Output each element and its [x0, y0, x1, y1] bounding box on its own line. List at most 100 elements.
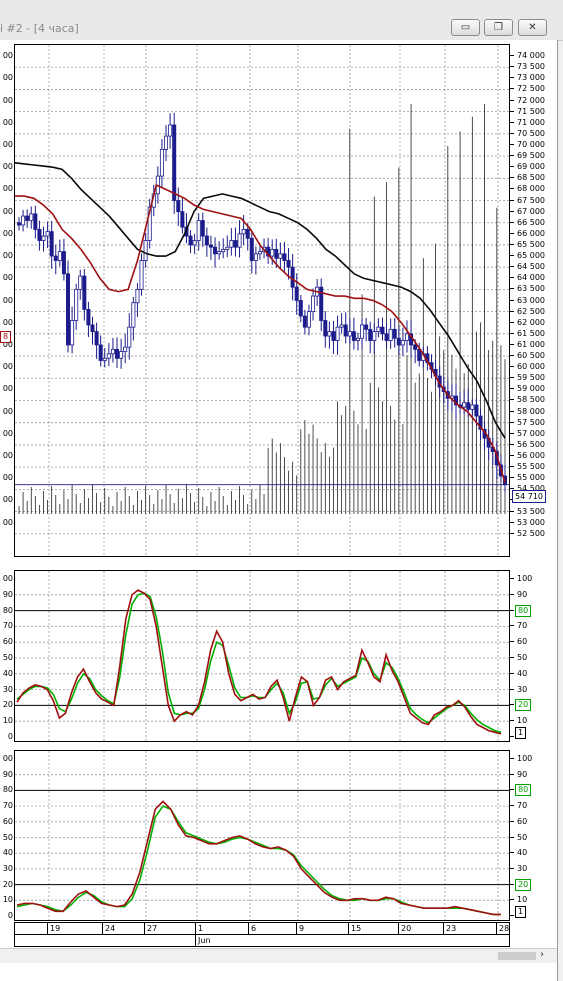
oscillator-left-tick: 70: [2, 801, 13, 811]
price-tick-label: 74 000: [510, 51, 545, 61]
restore-button[interactable]: ❐: [484, 19, 513, 36]
price-tick-label: 69 500: [510, 151, 545, 161]
candle-body: [204, 235, 209, 246]
left-marker-label: 8: [0, 331, 12, 343]
price-tick-label: 62 000: [510, 317, 545, 327]
oscillator-left-tick: 0: [7, 732, 13, 741]
price-tick-label: 58 500: [510, 395, 545, 405]
window-titlebar: i #2 - [4 часа] ▭ ❐ ✕: [0, 0, 563, 41]
slow-ma-line: [15, 162, 506, 439]
candle-body: [323, 320, 328, 337]
candle-body: [392, 328, 397, 339]
minimize-button[interactable]: ▭: [451, 19, 480, 36]
candle-body: [380, 326, 385, 335]
candle-body: [327, 331, 332, 337]
oscillator-tick-label: 50: [509, 832, 528, 842]
price-left-tick: 00: [2, 184, 13, 194]
date-separator: [348, 923, 349, 934]
date-label: 20: [401, 924, 412, 933]
oscillator-left-tick: 20: [2, 879, 13, 889]
date-separator: [47, 923, 48, 934]
price-tick-label: 59 000: [510, 384, 545, 394]
oscillator-tick-label: 50: [509, 653, 528, 662]
candle-body: [249, 237, 254, 261]
candle-body: [396, 337, 401, 346]
price-left-tick: 00: [2, 362, 13, 372]
candle-body: [257, 251, 262, 255]
signal-line: [16, 805, 501, 916]
price-tick-label: 61 000: [510, 339, 545, 349]
price-left-tick: 00: [2, 406, 13, 416]
oscillator-left-tick: 40: [2, 668, 13, 678]
candle-body: [78, 275, 83, 290]
candle-body: [74, 288, 79, 321]
window-title: i #2 - [4 часа]: [0, 22, 79, 35]
price-tick-label: 64 500: [510, 262, 545, 272]
price-tick-label: 67 000: [510, 206, 545, 216]
date-separator: [144, 923, 145, 934]
candle-body: [298, 300, 303, 317]
date-axis-months: Jun: [14, 934, 510, 947]
candle-body: [237, 233, 242, 248]
oscillator-pane-1[interactable]: [14, 570, 510, 742]
candle-body: [306, 311, 311, 328]
date-separator: [248, 923, 249, 934]
price-pane[interactable]: [14, 44, 510, 557]
candle-body: [127, 326, 132, 348]
candle-body: [90, 324, 95, 333]
oscillator-1-left-axis: 00 90 80 70 60 50 40 30 20 10 0: [0, 570, 14, 742]
oscillator-left-tick: 50: [2, 653, 13, 662]
month-label: Jun: [198, 936, 211, 945]
oscillator-tick-label: 70: [509, 801, 528, 811]
oscillator-tick-label: 40: [509, 668, 528, 678]
date-separator: [102, 923, 103, 934]
restore-icon: ❐: [494, 22, 503, 33]
oscillator-tick-label: 10: [509, 895, 528, 905]
price-axis: 74 000 73 500 73 000 72 500 72 000 71 500 71 0…: [510, 44, 557, 557]
candle-body: [474, 404, 479, 417]
candle-body: [331, 331, 336, 341]
level-tag: 20: [515, 699, 532, 712]
price-left-tick: 00: [2, 495, 13, 505]
date-label: 19: [50, 924, 61, 933]
level-tag: 1: [515, 906, 527, 918]
price-tick-label: 64 000: [510, 273, 545, 283]
candle-body: [41, 235, 46, 241]
price-tick-label: 66 000: [510, 228, 545, 238]
oscillator-left-tick: 0: [7, 911, 13, 920]
candle-body: [66, 273, 71, 346]
oscillator-left-tick: 50: [2, 832, 13, 842]
oscillator-2-axis: 1009080706050403020100: [509, 750, 557, 921]
candle-body: [462, 402, 467, 408]
price-tick-label: 67 500: [510, 195, 545, 205]
candle-body: [376, 326, 381, 333]
minimize-icon: ▭: [460, 22, 471, 33]
candle-body: [466, 402, 471, 410]
candle-body: [274, 248, 279, 259]
scroll-right-icon[interactable]: ›: [540, 949, 544, 960]
candle-body: [164, 135, 169, 150]
level-tag: 1: [515, 727, 527, 739]
close-button[interactable]: ✕: [518, 19, 547, 36]
candle-body: [478, 415, 483, 430]
candle-body: [33, 213, 38, 230]
oscillator-1-axis: 1009080706050403020100: [509, 570, 557, 742]
price-tick-label: 63 000: [510, 295, 545, 305]
level-tag: 80: [515, 784, 532, 797]
scrollbar-thumb[interactable]: [498, 952, 536, 960]
level-tag: 20: [515, 878, 532, 891]
candle-body: [180, 211, 185, 228]
candle-body: [45, 231, 50, 237]
price-left-tick: 00: [2, 473, 13, 483]
oscillator-tick-label: 60: [509, 637, 528, 647]
candle-body: [53, 255, 58, 261]
candle-body: [176, 200, 181, 213]
candle-body: [29, 213, 34, 221]
horizontal-scrollbar[interactable]: ›: [0, 948, 557, 963]
price-tick-label: 71 500: [510, 106, 545, 116]
oscillator-left-tick: 20: [2, 700, 13, 710]
oscillator-pane-2[interactable]: [14, 750, 510, 921]
price-tick-label: 53 000: [510, 517, 545, 527]
price-left-tick: 00: [2, 251, 13, 261]
oscillator-left-tick: 10: [2, 895, 13, 905]
